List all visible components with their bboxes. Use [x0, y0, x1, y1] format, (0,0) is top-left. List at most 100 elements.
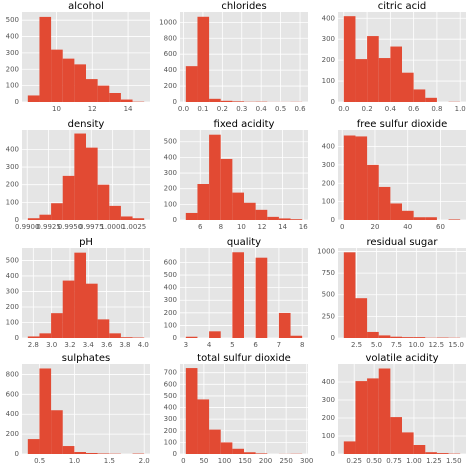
bar	[109, 205, 121, 220]
x-tick-label: 50	[199, 457, 208, 464]
bar	[448, 219, 461, 220]
bar	[255, 453, 268, 454]
x-tick-label: 0.5	[34, 457, 45, 464]
bar	[39, 16, 52, 103]
y-tick-label: 300	[6, 49, 19, 57]
y-tick-label: 100	[322, 77, 335, 85]
subplot-title: alcohol	[68, 1, 104, 12]
bar	[343, 135, 356, 220]
bar	[425, 97, 437, 102]
x-tick-label: 2.0	[139, 457, 150, 464]
subplot-title: pH	[79, 237, 93, 248]
bar	[97, 319, 110, 338]
x-tick-label: 0.4	[385, 105, 397, 113]
x-tick-label: 0.6	[408, 105, 420, 113]
bar	[209, 98, 221, 102]
x-tick-label: 16	[299, 223, 308, 231]
y-tick-label: 500	[164, 271, 177, 279]
y-tick-label: 0	[331, 216, 335, 224]
bar	[343, 441, 356, 454]
y-tick-label: 750	[322, 269, 335, 277]
y-tick-label: 600	[6, 390, 19, 398]
y-tick-label: 400	[164, 284, 177, 292]
bar	[413, 89, 426, 102]
y-tick-label: 400	[322, 143, 335, 151]
x-tick-label: 5.0	[371, 341, 382, 349]
bar	[197, 399, 210, 454]
bar	[51, 410, 63, 454]
y-tick-label: 400	[6, 145, 19, 153]
x-tick-label: 10	[52, 105, 61, 113]
bar	[220, 100, 233, 102]
x-tick-label: 0.4	[256, 105, 268, 113]
bar	[62, 446, 75, 454]
bar	[209, 429, 221, 454]
bar	[244, 202, 256, 220]
bar	[120, 337, 133, 338]
x-tick-label: 1.00	[406, 457, 422, 464]
bar	[51, 203, 63, 220]
bar	[278, 218, 291, 220]
x-tick-label: 0	[340, 223, 344, 231]
y-tick-label: 200	[164, 82, 177, 90]
bar	[343, 16, 356, 102]
bar	[355, 59, 368, 102]
subplot-title: volatile acidity	[365, 353, 438, 364]
y-tick-label: 400	[6, 410, 19, 418]
y-tick-label: 400	[322, 14, 335, 22]
subplot-title: fixed acidity	[214, 119, 275, 130]
bar	[413, 217, 426, 220]
x-tick-label: 300	[300, 457, 313, 464]
x-tick-label: 1.0000	[100, 223, 125, 231]
y-tick-label: 100	[164, 321, 177, 329]
bar	[209, 331, 221, 338]
y-tick-label: 200	[164, 427, 177, 435]
bar	[378, 186, 391, 220]
bar	[86, 453, 98, 454]
bar	[390, 336, 402, 338]
y-tick-label: 0	[15, 334, 19, 342]
subplot-title: density	[68, 119, 105, 130]
bar	[27, 95, 40, 102]
x-tick-label: 0.9950	[58, 223, 83, 231]
y-tick-label: 700	[164, 369, 177, 377]
x-tick-label: 12	[258, 223, 267, 231]
y-tick-label: 300	[164, 415, 177, 423]
x-tick-label: 6	[253, 341, 258, 349]
x-tick-label: 1.5	[104, 457, 115, 464]
y-tick-label: 0	[331, 98, 335, 106]
subplot-title: residual sugar	[367, 237, 439, 248]
subplot-title: chlorides	[221, 1, 266, 12]
subplot-title: citric acid	[378, 1, 427, 12]
subplot-title: sulphates	[62, 353, 110, 364]
bar	[209, 134, 221, 220]
x-tick-label: 0.8	[431, 105, 442, 113]
bar	[413, 445, 426, 454]
x-tick-label: 1.0	[69, 457, 80, 464]
x-tick-label: 3	[184, 341, 188, 349]
bar	[97, 85, 110, 102]
bar	[413, 337, 426, 338]
y-tick-label: 0	[173, 216, 177, 224]
x-tick-label: 8	[219, 223, 223, 231]
x-tick-label: 200	[259, 457, 272, 464]
bar	[51, 313, 63, 338]
bar	[343, 252, 356, 338]
y-tick-label: 500	[164, 392, 177, 400]
x-tick-label: 8	[300, 341, 304, 349]
x-tick-label: 0.2	[217, 105, 228, 113]
bar	[185, 66, 198, 102]
bar	[74, 252, 86, 338]
bar	[220, 158, 233, 220]
subplot-title: total sulfur dioxide	[197, 353, 291, 364]
y-tick-label: 0	[173, 334, 177, 342]
y-tick-label: 250	[322, 312, 335, 320]
y-tick-label: 100	[322, 198, 335, 206]
bar	[290, 219, 303, 220]
x-tick-label: 0.3	[236, 105, 247, 113]
y-tick-label: 0	[15, 450, 19, 458]
bar	[255, 209, 268, 220]
x-tick-label: 0.2	[362, 105, 373, 113]
y-tick-label: 400	[164, 66, 177, 74]
